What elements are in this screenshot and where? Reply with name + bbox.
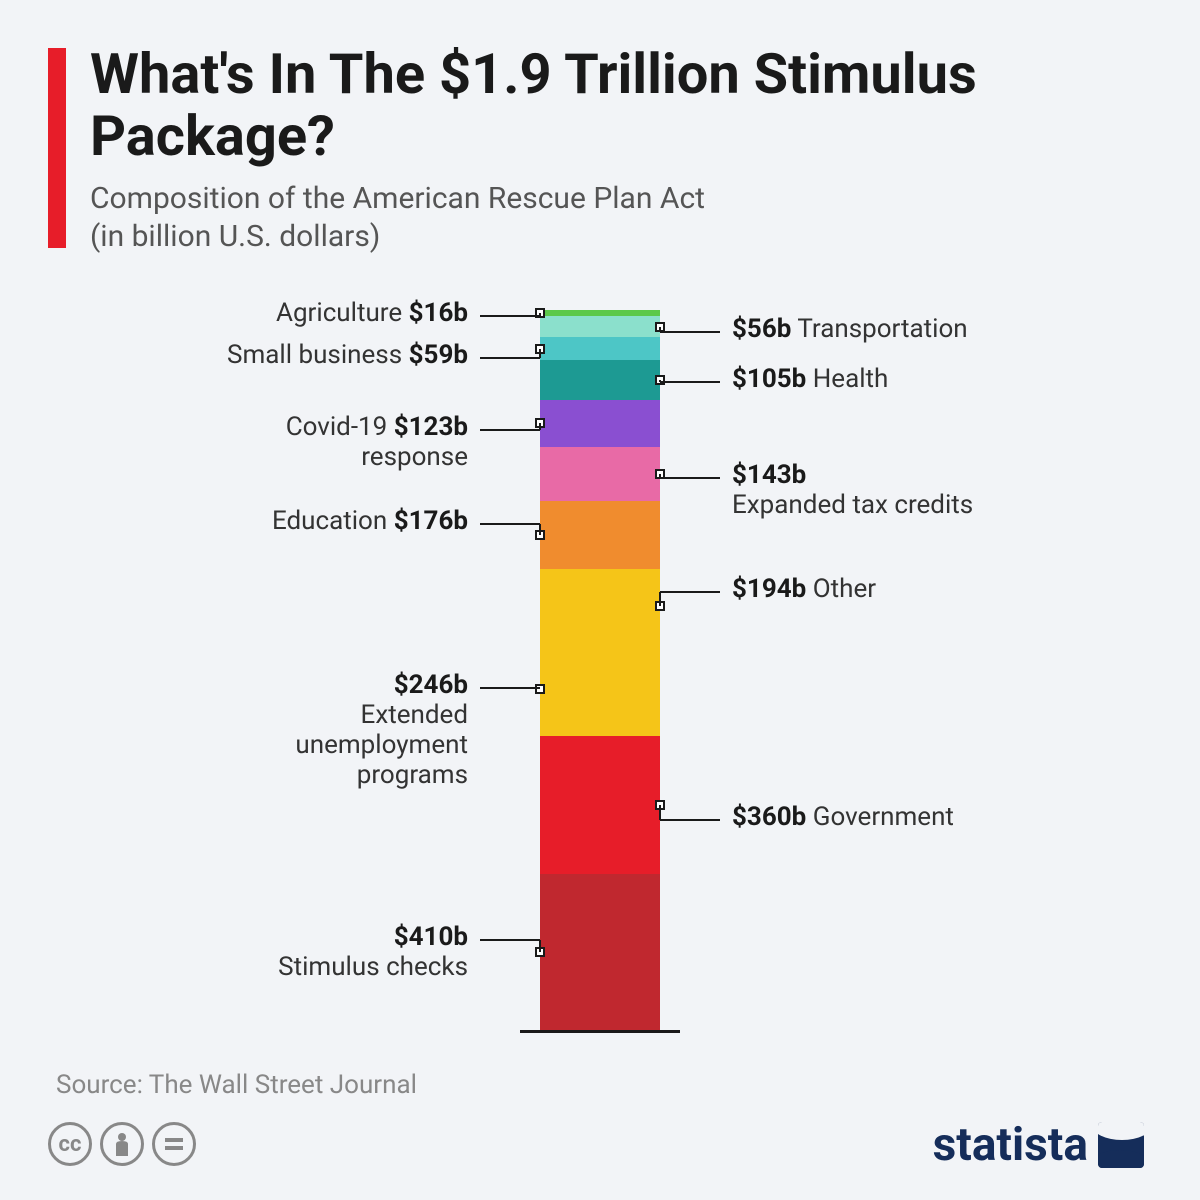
statista-text: statista xyxy=(933,1118,1088,1172)
segment-name: Extended xyxy=(361,700,468,730)
leader-line xyxy=(660,477,720,479)
by-icon xyxy=(100,1122,144,1166)
segment-government xyxy=(540,736,660,873)
segment-value: $246b xyxy=(394,670,468,700)
segment-label: $194b Other xyxy=(732,574,1132,604)
segment-extended-unemployment-programs xyxy=(540,642,660,736)
segment-name: Small business xyxy=(227,340,402,370)
segment-label: Covid-19 $123bresponse xyxy=(88,412,468,472)
leader-line xyxy=(480,939,540,941)
segment-covid-19-response xyxy=(540,400,660,447)
segment-name: Stimulus checks xyxy=(278,952,468,982)
page-title: What's In The $1.9 Trillion Stimulus Pac… xyxy=(90,44,1090,167)
segment-small-business xyxy=(540,337,660,360)
segment-value: $123b xyxy=(394,412,468,442)
leader-marker xyxy=(535,684,545,694)
segment-value: $194b xyxy=(732,574,806,604)
segment-label: Small business $59b xyxy=(88,340,468,370)
segment-value: $410b xyxy=(394,922,468,952)
leader-line xyxy=(539,524,541,535)
segment-label: $56b Transportation xyxy=(732,314,1132,344)
accent-bar xyxy=(48,48,66,248)
segment-label: $246bExtendedunemploymentprograms xyxy=(88,670,468,790)
subtitle-line-1: Composition of the American Rescue Plan … xyxy=(90,181,705,216)
segment-label: Education $176b xyxy=(88,506,468,536)
segment-value: $143b xyxy=(732,460,806,490)
cc-icon: cc xyxy=(48,1122,92,1166)
segment-name: Education xyxy=(272,506,387,536)
segment-name: Health xyxy=(813,364,889,394)
segment-value: $105b xyxy=(732,364,806,394)
leader-line xyxy=(480,315,540,317)
segment-label: $105b Health xyxy=(732,364,1132,394)
segment-health xyxy=(540,360,660,400)
stacked-bar-chart: Agriculture $16b $56b Transportation Small… xyxy=(50,290,1150,1050)
segment-value: $59b xyxy=(409,340,468,370)
nd-icon xyxy=(152,1122,196,1166)
segment-value: $56b xyxy=(732,314,791,344)
subtitle-line-2: (in billion U.S. dollars) xyxy=(90,219,380,254)
statista-logo: statista xyxy=(933,1118,1144,1172)
segment-name: Covid-19 xyxy=(286,412,388,442)
page-subtitle: Composition of the American Rescue Plan … xyxy=(90,180,705,255)
leader-line xyxy=(660,819,720,821)
source-text: Source: The Wall Street Journal xyxy=(56,1070,417,1100)
segment-expanded-tax-credits xyxy=(540,447,660,502)
leader-line xyxy=(539,940,541,952)
segment-label: $360b Government xyxy=(732,802,1132,832)
segment-label: $410bStimulus checks xyxy=(88,922,468,982)
segment-name: unemployment xyxy=(295,730,468,760)
segment-value: $360b xyxy=(732,802,806,832)
segment-name: programs xyxy=(357,760,468,790)
license-icons: cc xyxy=(48,1122,196,1166)
segment-label: Agriculture $16b xyxy=(88,298,468,328)
segment-name: Expanded tax credits xyxy=(732,490,973,520)
leader-line xyxy=(480,357,540,359)
chart-baseline xyxy=(520,1030,680,1033)
statista-wave-icon xyxy=(1098,1122,1144,1168)
segment-stimulus-checks xyxy=(540,874,660,1030)
segment-name: Government xyxy=(813,802,954,832)
leader-line xyxy=(659,592,661,606)
segment-name: response xyxy=(361,442,468,472)
segment-education xyxy=(540,501,660,568)
segment-transportation xyxy=(540,316,660,337)
leader-line xyxy=(480,687,540,689)
segment-value: $16b xyxy=(409,298,468,328)
stacked-bar xyxy=(540,310,660,1030)
leader-line xyxy=(660,331,720,333)
leader-line xyxy=(659,805,661,820)
segment-name: Other xyxy=(813,574,876,604)
segment-name: Agriculture xyxy=(276,298,402,328)
segment-other xyxy=(540,569,660,643)
segment-label: $143bExpanded tax credits xyxy=(732,460,1132,520)
segment-name: Transportation xyxy=(797,314,967,344)
leader-line xyxy=(480,429,540,431)
leader-line xyxy=(660,381,720,383)
segment-value: $176b xyxy=(394,506,468,536)
leader-line xyxy=(480,523,540,525)
leader-line xyxy=(660,591,720,593)
